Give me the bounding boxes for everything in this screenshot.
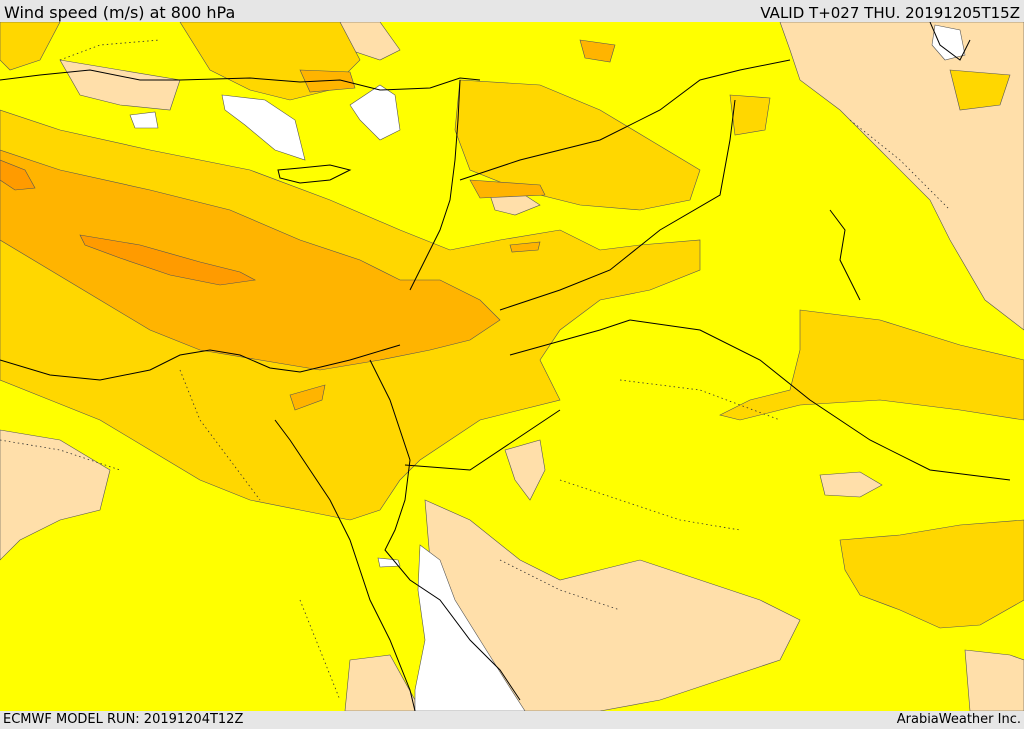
- moderate-north-iran: [949, 69, 1011, 111]
- moderate-east: [719, 309, 1024, 421]
- model-run: ECMWF MODEL RUN: 20191204T12Z: [3, 712, 244, 727]
- moderate-northwest: [0, 22, 61, 71]
- coastline-cyprus: [277, 164, 352, 184]
- border-egypt-israel: [369, 359, 411, 461]
- border-jordan-iraq: [509, 319, 631, 356]
- stronger-wind-areas: [0, 159, 256, 286]
- calm-aqaba: [377, 557, 401, 568]
- calm-caspian: [931, 24, 966, 61]
- coastline-turkey: [0, 69, 481, 91]
- header-bar: [0, 0, 1024, 22]
- coastline-egypt: [0, 344, 401, 381]
- border-saudi-iraq: [629, 319, 1011, 481]
- moderate-levant: [454, 79, 701, 211]
- valid-time: VALID T+027 THU. 20191205T15Z: [760, 4, 1020, 22]
- calm-aegean: [349, 84, 401, 141]
- moderate-iraq: [729, 94, 771, 136]
- internal-boundaries: [0, 39, 951, 701]
- stronger-core: [79, 234, 256, 286]
- strong-mediterranean: [0, 149, 501, 371]
- wind-speed-map: [0, 22, 1024, 711]
- low-wind-north-1: [59, 59, 181, 111]
- credit: ArabiaWeather Inc.: [896, 712, 1021, 727]
- border-syria-iraq: [459, 59, 791, 181]
- strong-patch-1: [289, 384, 326, 411]
- coastline-persian-gulf: [829, 209, 861, 301]
- calm-red-sea: [414, 544, 526, 711]
- stronger-west: [0, 159, 36, 191]
- moderate-southeast: [839, 519, 1024, 629]
- strong-wind-areas: [0, 39, 616, 411]
- low-wind-patch-2: [504, 439, 546, 501]
- border-egypt-sudan: [404, 409, 561, 471]
- calm-areas: [129, 24, 966, 711]
- calm-aegean-east: [221, 94, 306, 161]
- map-title: Wind speed (m/s) at 800 hPa: [4, 3, 236, 22]
- coastline-red-sea-east: [384, 459, 521, 701]
- strong-patch-2: [509, 241, 541, 253]
- coastline-red-sea-west: [274, 419, 416, 711]
- low-wind-west: [0, 429, 111, 561]
- coastline-caspian: [929, 22, 971, 61]
- low-wind-patch-1: [819, 471, 883, 498]
- calm-patch: [129, 111, 159, 129]
- strong-levant-1: [469, 179, 546, 199]
- borders: [369, 59, 1011, 481]
- strong-patch-3: [579, 39, 616, 63]
- coastline-levant: [409, 79, 461, 291]
- footer-bar: [0, 711, 1024, 729]
- border-jordan-saudi: [499, 99, 736, 311]
- low-wind-se: [964, 649, 1024, 711]
- coastlines: [0, 22, 971, 711]
